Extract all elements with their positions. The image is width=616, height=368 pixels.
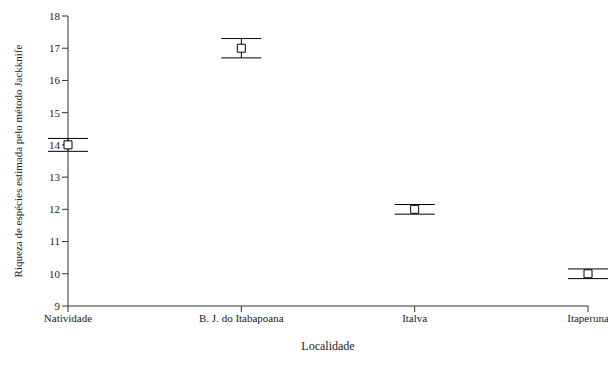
svg-text:12: 12 bbox=[49, 203, 60, 215]
svg-text:13: 13 bbox=[49, 171, 61, 183]
svg-text:9: 9 bbox=[55, 300, 61, 312]
svg-text:Italva: Italva bbox=[402, 312, 427, 324]
svg-text:18: 18 bbox=[49, 10, 61, 22]
svg-text:11: 11 bbox=[49, 235, 60, 247]
svg-text:B. J. do Itabapoana: B. J. do Itabapoana bbox=[199, 312, 284, 324]
svg-text:15: 15 bbox=[49, 107, 61, 119]
svg-text:14: 14 bbox=[49, 139, 61, 151]
svg-text:17: 17 bbox=[49, 42, 61, 54]
svg-text:Natividade: Natividade bbox=[44, 312, 92, 324]
svg-text:Itaperuna: Itaperuna bbox=[567, 312, 608, 324]
svg-text:16: 16 bbox=[49, 74, 61, 86]
svg-text:Localidade: Localidade bbox=[301, 339, 354, 353]
svg-text:Riqueza de espécies estimada p: Riqueza de espécies estimada pelo método… bbox=[12, 45, 24, 278]
svg-text:10: 10 bbox=[49, 268, 61, 280]
